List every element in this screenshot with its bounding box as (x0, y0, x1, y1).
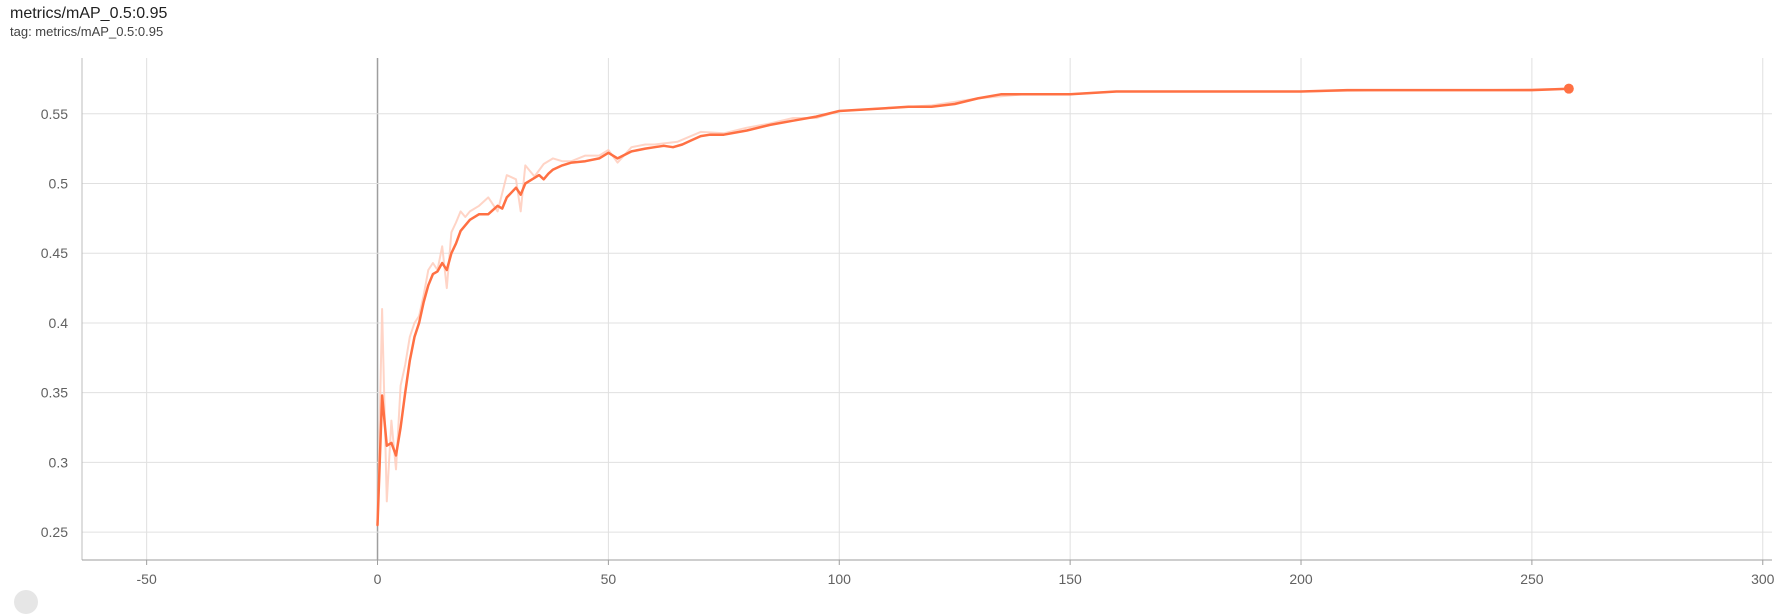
chart-tag: tag: metrics/mAP_0.5:0.95 (10, 24, 164, 40)
y-tick-label: 0.35 (41, 385, 68, 401)
x-tick-label: 0 (374, 571, 382, 587)
y-tick-label: 0.5 (49, 176, 69, 192)
chart-grid (82, 58, 1772, 560)
chart-header: metrics/mAP_0.5:0.95 tag: metrics/mAP_0.… (10, 4, 167, 40)
chart-corner-button[interactable] (14, 590, 38, 614)
raw-series-layer (376, 87, 1569, 526)
x-tick-label: 150 (1058, 571, 1082, 587)
y-tick-label: 0.3 (49, 454, 69, 470)
y-tick-label: 0.4 (49, 315, 69, 331)
y-tick-label: 0.45 (41, 245, 68, 261)
line-chart[interactable]: -50 0 50 100 150 200 250 300 0.25 0.3 0.35 0.4 0.45 0… (0, 0, 1791, 596)
chart-axes (81, 58, 1772, 565)
smoothed-series-line (376, 87, 1571, 527)
x-tick-label: 300 (1751, 571, 1775, 587)
y-tick-label: 0.55 (41, 106, 68, 122)
y-tick-label: 0.25 (41, 524, 68, 540)
chart-title: metrics/mAP_0.5:0.95 (10, 5, 168, 22)
x-tick-label: -50 (137, 571, 157, 587)
x-tick-label: 50 (601, 571, 617, 587)
last-point-marker[interactable] (1563, 83, 1574, 94)
x-tick-label: 100 (828, 571, 852, 587)
raw-series-line (376, 87, 1569, 526)
x-tick-label: 250 (1520, 571, 1544, 587)
smoothed-series-layer (376, 83, 1574, 527)
x-tick-label: 200 (1289, 571, 1313, 587)
tick-labels: -50 0 50 100 150 200 250 300 0.25 0.3 0.35 0.4 0.45 0… (41, 106, 1775, 587)
